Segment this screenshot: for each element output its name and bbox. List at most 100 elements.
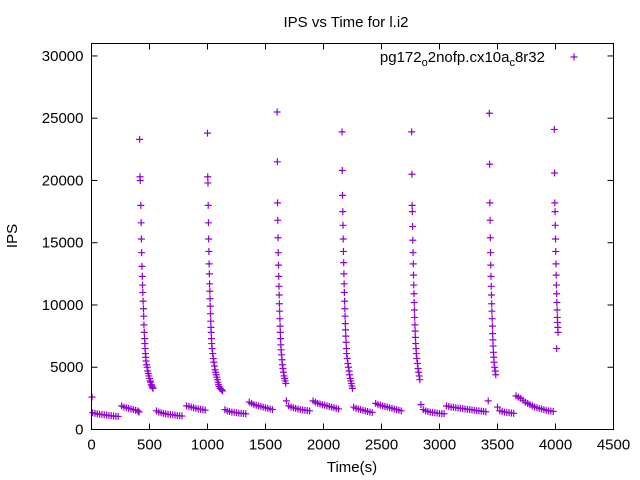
data-point bbox=[342, 332, 350, 340]
data-point bbox=[178, 412, 186, 420]
data-point bbox=[207, 328, 215, 336]
plot-frame bbox=[91, 43, 614, 430]
data-point bbox=[204, 201, 212, 209]
data-point bbox=[206, 295, 214, 303]
data-point bbox=[139, 305, 147, 313]
legend-marker bbox=[570, 53, 578, 61]
y-tick-label: 20000 bbox=[42, 172, 84, 189]
data-point bbox=[409, 223, 417, 231]
data-point bbox=[487, 249, 495, 257]
data-point bbox=[550, 125, 558, 133]
data-point bbox=[342, 326, 350, 334]
data-point bbox=[342, 338, 350, 346]
data-point bbox=[482, 408, 490, 416]
data-point bbox=[554, 328, 562, 336]
data-point bbox=[549, 407, 557, 415]
data-point bbox=[552, 281, 560, 289]
data-point bbox=[138, 249, 146, 257]
data-point bbox=[149, 384, 157, 392]
data-point bbox=[551, 199, 559, 207]
data-point bbox=[411, 327, 419, 335]
data-point bbox=[411, 313, 419, 321]
data-point bbox=[341, 305, 349, 313]
data-point bbox=[488, 322, 496, 330]
data-points bbox=[88, 108, 562, 420]
data-point bbox=[340, 259, 348, 267]
data-point bbox=[409, 260, 417, 268]
data-point bbox=[338, 167, 346, 175]
data-point bbox=[553, 298, 561, 306]
data-point bbox=[487, 282, 495, 290]
data-point bbox=[140, 328, 148, 336]
data-point bbox=[339, 247, 347, 255]
data-point bbox=[492, 371, 500, 379]
x-tick-label: 1000 bbox=[191, 437, 224, 454]
data-point bbox=[242, 410, 250, 418]
data-point bbox=[204, 129, 211, 137]
data-point bbox=[206, 302, 214, 310]
data-point bbox=[276, 307, 284, 315]
data-point bbox=[340, 280, 348, 288]
axis-ticks: 0 500 1000 1500 2000 2500 3000 3500 4000 4500 0 500… bbox=[42, 43, 630, 454]
data-point bbox=[207, 310, 215, 318]
data-point bbox=[409, 236, 417, 244]
data-point bbox=[219, 387, 227, 395]
data-point bbox=[205, 270, 213, 278]
data-point bbox=[134, 407, 142, 415]
data-point bbox=[338, 128, 346, 136]
x-tick-label: 3000 bbox=[423, 437, 456, 454]
data-point bbox=[139, 297, 147, 305]
legend-label-sub1: o bbox=[422, 57, 428, 69]
data-point bbox=[417, 401, 425, 409]
data-point bbox=[410, 290, 418, 298]
data-point bbox=[136, 135, 144, 143]
data-point bbox=[489, 330, 497, 338]
data-point bbox=[408, 201, 416, 209]
data-point bbox=[273, 108, 281, 116]
x-tick-label: 4500 bbox=[597, 437, 630, 454]
x-tick-label: 2000 bbox=[307, 437, 340, 454]
data-point bbox=[137, 235, 145, 243]
data-point bbox=[487, 291, 495, 299]
data-point bbox=[410, 271, 418, 279]
data-point bbox=[282, 379, 290, 387]
data-point bbox=[276, 322, 284, 330]
data-point bbox=[489, 336, 497, 344]
data-point bbox=[277, 335, 285, 343]
data-point bbox=[553, 306, 561, 314]
data-point bbox=[487, 272, 495, 280]
data-point bbox=[136, 176, 144, 184]
data-point bbox=[551, 208, 559, 216]
data-point bbox=[206, 280, 214, 288]
y-tick-label: 0 bbox=[75, 422, 83, 439]
data-point bbox=[486, 160, 494, 168]
data-point bbox=[486, 216, 494, 224]
data-point bbox=[552, 235, 559, 243]
y-tick-label: 25000 bbox=[42, 110, 84, 127]
x-tick-label: 2500 bbox=[365, 437, 398, 454]
chart-title: IPS vs Time for l.i2 bbox=[283, 14, 408, 31]
data-point bbox=[206, 287, 214, 295]
data-point bbox=[551, 169, 559, 177]
data-point bbox=[339, 235, 347, 243]
data-point bbox=[553, 290, 561, 298]
data-point bbox=[397, 407, 405, 415]
data-point bbox=[339, 191, 347, 199]
data-point bbox=[273, 158, 281, 166]
data-point bbox=[217, 386, 225, 394]
data-point bbox=[276, 315, 284, 323]
data-point bbox=[275, 291, 283, 299]
y-tick-label: 5000 bbox=[50, 359, 83, 376]
data-point bbox=[268, 406, 276, 414]
data-point bbox=[335, 405, 343, 413]
data-point bbox=[408, 208, 416, 216]
data-point bbox=[485, 109, 493, 117]
data-point bbox=[306, 407, 314, 415]
data-point bbox=[368, 408, 376, 416]
data-point bbox=[411, 333, 419, 341]
data-point bbox=[205, 235, 213, 243]
data-point bbox=[510, 409, 518, 417]
legend-label: pg172o2nofp.cx10ac8r32 bbox=[380, 49, 545, 69]
data-point bbox=[411, 321, 419, 329]
